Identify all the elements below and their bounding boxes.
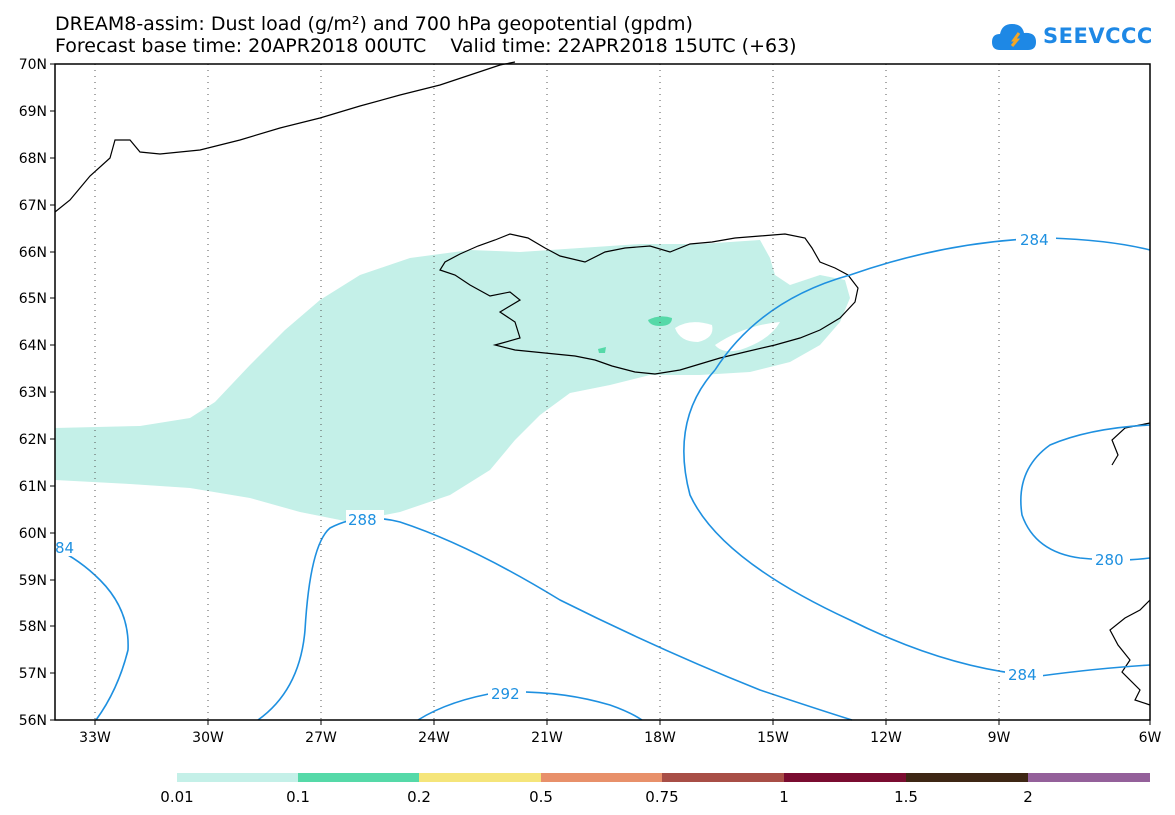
lat-label: 61N	[19, 479, 47, 495]
colorbar-label: 0.1	[286, 788, 310, 806]
lon-label: 12W	[870, 730, 902, 746]
dust-gap	[675, 322, 713, 342]
contour-280	[1020, 424, 1151, 561]
colorbar	[177, 773, 1150, 782]
scotland-coastline	[1109, 599, 1151, 706]
iceland-coastline	[439, 233, 859, 375]
colorbar-segment	[298, 773, 419, 782]
logo-text: SEEVCCC	[1043, 24, 1153, 48]
seevccc-logo: SEEVCCC	[990, 16, 1152, 58]
contour-284-north	[714, 237, 1151, 371]
lon-label: 18W	[644, 730, 676, 746]
contour-label: 292	[491, 685, 520, 703]
colorbar-segment	[906, 773, 1028, 782]
dust-patch-mid	[648, 316, 672, 326]
colorbar-segment	[662, 773, 784, 782]
colorbar-segment	[784, 773, 906, 782]
lat-label: 69N	[19, 104, 47, 120]
dust-gap	[715, 322, 780, 352]
dust-patch-mid	[598, 347, 606, 353]
lon-label: 30W	[192, 730, 224, 746]
lat-label: 56N	[19, 713, 47, 729]
lon-label: 15W	[757, 730, 789, 746]
contour-label: 284	[1020, 231, 1049, 249]
cloud-icon	[992, 24, 1036, 50]
lat-label: 62N	[19, 432, 47, 448]
colorbar-label: 1.5	[894, 788, 918, 806]
lat-label: 64N	[19, 338, 47, 354]
lon-label: 24W	[418, 730, 450, 746]
colorbar-segment	[541, 773, 662, 782]
colorbar-label: 0.5	[529, 788, 553, 806]
colorbar-segment	[177, 773, 298, 782]
norway-coastline	[1111, 422, 1151, 466]
contour-label: 84	[55, 539, 74, 557]
lat-label: 70N	[19, 57, 47, 73]
lat-label: 65N	[19, 291, 47, 307]
lon-label: 27W	[305, 730, 337, 746]
contour-label: 284	[1008, 666, 1037, 684]
contour-284-west	[54, 547, 129, 721]
lat-label: 57N	[19, 666, 47, 682]
lon-label: 6W	[1139, 730, 1162, 746]
dust-plume	[55, 240, 850, 522]
contour-label: 288	[348, 511, 377, 529]
colorbar-label: 1	[779, 788, 789, 806]
lat-label: 68N	[19, 151, 47, 167]
lat-label: 66N	[19, 245, 47, 261]
lat-label: 60N	[19, 526, 47, 542]
lon-label: 9W	[988, 730, 1011, 746]
contour-284-south	[683, 369, 1151, 677]
colorbar-label: 0.75	[645, 788, 678, 806]
colorbar-segment	[1028, 773, 1150, 782]
lon-label: 21W	[531, 730, 563, 746]
greenland-coastline	[54, 61, 516, 213]
lat-label: 59N	[19, 573, 47, 589]
colorbar-label: 0.2	[407, 788, 431, 806]
contour-label: 280	[1095, 551, 1124, 569]
lon-label: 33W	[79, 730, 111, 746]
colorbar-label: 0.01	[160, 788, 193, 806]
forecast-time-line: Forecast base time: 20APR2018 00UTC Vali…	[55, 35, 797, 57]
contour-288	[257, 517, 853, 721]
colorbar-segment	[419, 773, 541, 782]
map-title: DREAM8-assim: Dust load (g/m²) and 700 h…	[55, 13, 693, 35]
colorbar-label: 2	[1023, 788, 1033, 806]
contour-292	[417, 690, 643, 721]
lat-label: 63N	[19, 385, 47, 401]
lat-label: 67N	[19, 198, 47, 214]
lat-label: 58N	[19, 619, 47, 635]
